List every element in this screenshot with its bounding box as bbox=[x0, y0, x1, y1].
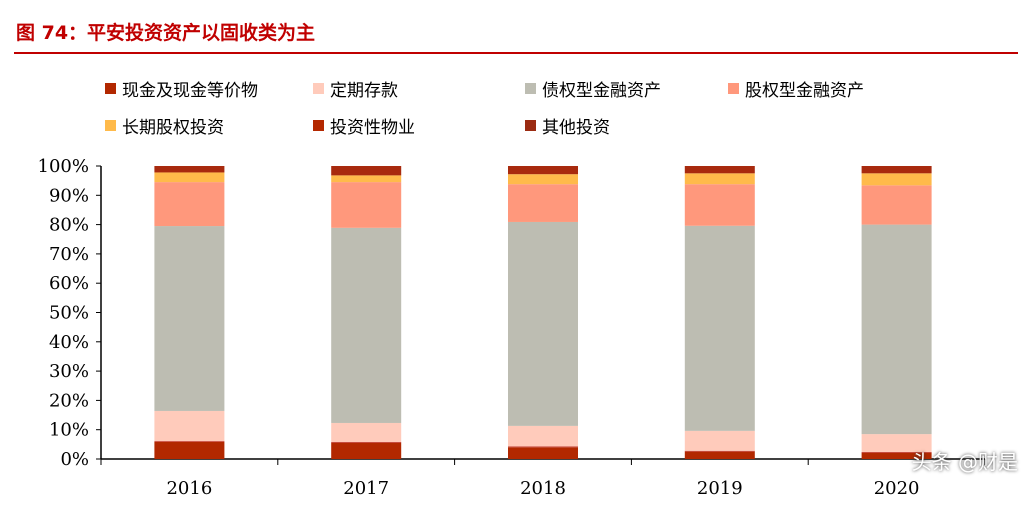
legend-label: 股权型金融资产 bbox=[745, 81, 864, 101]
chart-title: 图 74：平安投资资产以固收类为主 bbox=[16, 22, 316, 44]
legend-item: 股权型金融资产 bbox=[728, 76, 864, 101]
x-tick-label: 2018 bbox=[520, 478, 566, 499]
y-tick-label: 90% bbox=[49, 185, 89, 206]
bar-segment bbox=[154, 442, 225, 459]
watermark: 头条 @财是 bbox=[911, 450, 1018, 474]
bar-segment bbox=[861, 224, 932, 435]
legend-label: 其他投资 bbox=[542, 118, 610, 138]
bar-segment bbox=[861, 185, 932, 225]
bar-segment bbox=[331, 422, 402, 443]
bar-segment bbox=[508, 221, 578, 426]
legend-item: 定期存款 bbox=[313, 76, 398, 101]
bar-segment bbox=[861, 434, 932, 452]
bar-segment bbox=[508, 446, 578, 448]
y-tick-label: 70% bbox=[49, 244, 89, 265]
legend-swatch bbox=[105, 83, 116, 94]
legend-label: 定期存款 bbox=[330, 81, 398, 101]
legend-swatch bbox=[525, 120, 536, 131]
bar-segment bbox=[154, 172, 225, 183]
title-divider bbox=[14, 52, 1018, 54]
y-tick-label: 100% bbox=[38, 156, 89, 177]
legend-item: 债权型金融资产 bbox=[525, 76, 661, 101]
x-tick-label: 2020 bbox=[874, 478, 920, 499]
bar-segment bbox=[684, 450, 755, 452]
y-tick-label: 30% bbox=[49, 361, 89, 382]
bar-segment bbox=[684, 173, 755, 185]
bar-segment bbox=[684, 166, 755, 174]
bar-segment bbox=[508, 174, 578, 185]
bar-segment bbox=[861, 452, 932, 459]
y-tick-label: 50% bbox=[49, 303, 89, 324]
legend-label: 长期股权投资 bbox=[122, 118, 224, 138]
legend-swatch bbox=[525, 83, 536, 94]
legend-label: 债权型金融资产 bbox=[542, 81, 661, 101]
bar-segment bbox=[154, 166, 225, 173]
legend-item: 长期股权投资 bbox=[105, 113, 224, 138]
y-tick-label: 80% bbox=[49, 215, 89, 236]
bar-segment bbox=[684, 184, 755, 226]
bar-segment bbox=[861, 451, 932, 453]
bar-segment bbox=[331, 182, 402, 228]
legend-swatch bbox=[728, 83, 739, 94]
bar-segment bbox=[331, 227, 402, 423]
bar-segment bbox=[684, 430, 755, 451]
bar-segment bbox=[331, 442, 402, 443]
bar-segment bbox=[684, 225, 755, 431]
bar-segment bbox=[508, 425, 578, 447]
bar-segment bbox=[331, 442, 402, 459]
x-tick-label: 2019 bbox=[697, 478, 743, 499]
legend-swatch bbox=[313, 120, 324, 131]
y-tick-label: 40% bbox=[49, 332, 89, 353]
legend-swatch bbox=[313, 83, 324, 94]
x-tick-label: 2017 bbox=[343, 478, 389, 499]
bar-segment bbox=[331, 166, 402, 176]
bar-segment bbox=[154, 226, 225, 411]
legend-item: 其他投资 bbox=[525, 113, 610, 138]
bar-segment bbox=[508, 184, 578, 222]
bar-segment bbox=[331, 175, 402, 183]
legend-label: 投资性物业 bbox=[330, 118, 415, 138]
y-tick-label: 60% bbox=[49, 273, 89, 294]
x-tick-label: 2016 bbox=[166, 478, 212, 499]
bar-segment bbox=[154, 182, 225, 227]
bar-segment bbox=[861, 166, 932, 174]
bar-segment bbox=[508, 447, 578, 459]
y-tick-label: 0% bbox=[60, 449, 89, 470]
legend-label: 现金及现金等价物 bbox=[122, 81, 258, 101]
legend-swatch bbox=[105, 120, 116, 131]
bar-segment bbox=[684, 451, 755, 459]
legend-item: 投资性物业 bbox=[313, 113, 415, 138]
bar-segment bbox=[154, 441, 225, 443]
legend-item: 现金及现金等价物 bbox=[105, 76, 258, 101]
bar-segment bbox=[154, 410, 225, 442]
bar-segment bbox=[861, 173, 932, 186]
bar-segment bbox=[508, 166, 578, 175]
y-tick-label: 20% bbox=[49, 390, 89, 411]
y-tick-label: 10% bbox=[49, 420, 89, 441]
